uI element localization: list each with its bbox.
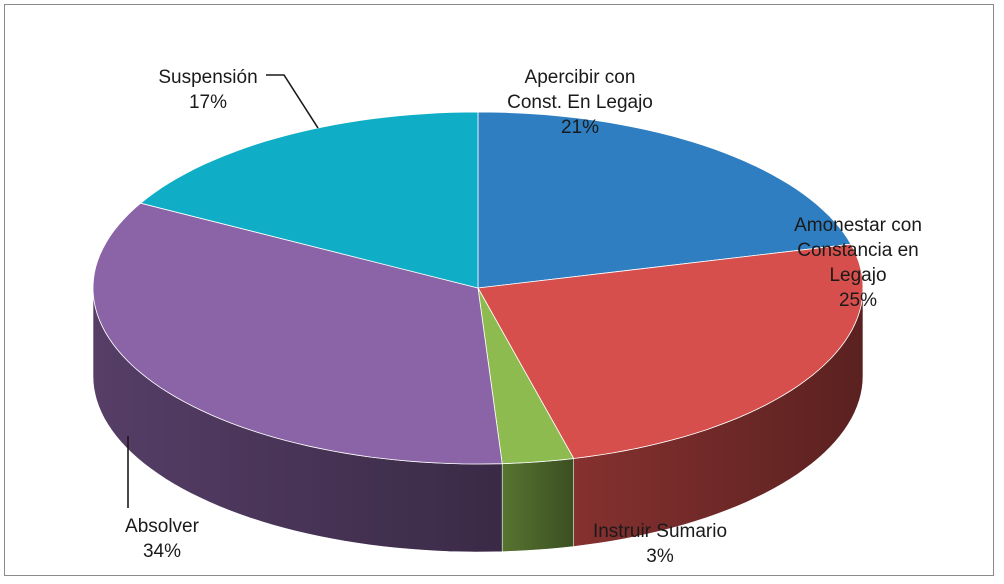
pie-slice-4: [139, 111, 479, 289]
pie-slice-1: [477, 243, 864, 459]
slice-label-1: Amonestar con Constancia en Legajo 25%: [794, 215, 922, 311]
pie-slice-2: [477, 287, 575, 465]
slice-category-label: Const. En Legajo: [507, 92, 653, 113]
slice-value-label: 21%: [561, 117, 599, 138]
slice-category-label: Legajo: [829, 265, 886, 286]
slice-category-label: Apercibir con: [525, 67, 636, 88]
slice-category-label: Amonestar con: [794, 215, 922, 236]
leader-line-suspension: [266, 74, 319, 129]
slice-category-label: Absolver: [125, 516, 200, 537]
pie-side-2: [501, 458, 574, 553]
slice-value-label: 34%: [143, 541, 181, 562]
slice-label-3: Absolver 34%: [125, 516, 200, 562]
slice-category-label: Instruir Sumario: [593, 521, 727, 542]
slice-label-0: Apercibir con Const. En Legajo 21%: [507, 67, 653, 138]
slice-value-label: 3%: [646, 546, 674, 567]
slice-value-label: 17%: [189, 92, 227, 113]
slice-category-label: Suspensión: [158, 67, 257, 88]
slice-label-2: Instruir Sumario 3%: [593, 521, 727, 567]
slice-label-4: Suspensión 17%: [158, 67, 257, 113]
slice-value-label: 25%: [839, 290, 877, 311]
slice-category-label: Constancia en: [797, 240, 918, 261]
pie-slice-0: [477, 111, 852, 289]
